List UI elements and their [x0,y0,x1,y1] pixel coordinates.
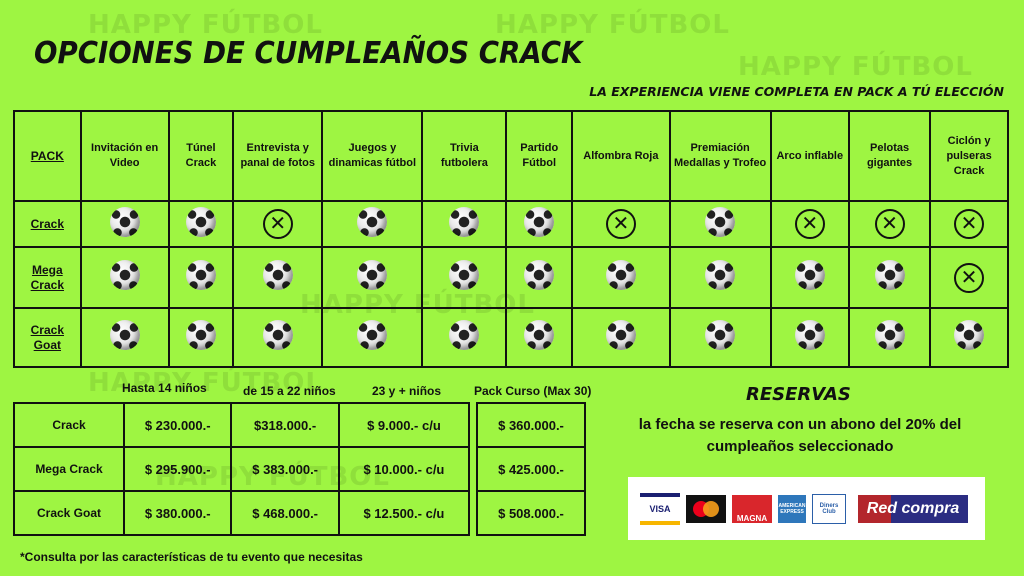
amex-logo: AMERICAN EXPRESS [778,494,806,523]
price-header: de 15 a 22 niños [243,384,336,398]
header-feature: Pelotas gigantes [847,110,932,202]
soccer-ball-icon [605,320,636,350]
soccer-ball-icon [794,260,825,290]
price-cell: $318.000.- [230,402,340,448]
circle-x-icon: ✕ [874,209,905,239]
header-feature: Arco inflable [769,110,850,202]
price-cell: $ 10.000.- c/u [337,446,471,492]
header-feature: Alfombra Roja [571,110,671,202]
soccer-ball-icon [524,206,555,237]
price-cell: $ 360.000.- [476,402,586,448]
price-cell: $ 9.000.- c/u [337,402,471,448]
soccer-ball-icon [357,206,388,237]
payment-methods: VISA MAGNA AMERICAN EXPRESS Diners Club … [628,477,985,540]
price-header: Pack Curso (Max 30) [474,384,592,398]
soccer-ball-icon [357,260,388,290]
pack-name: Mega Crack [13,246,82,309]
circle-x-icon: ✕ [605,209,636,239]
reservas-title: RESERVAS [746,384,851,405]
soccer-ball-icon [185,260,216,290]
magna-logo: MAGNA [732,494,772,523]
header-feature: Premiación Medallas y Trofeo [668,110,772,202]
table-row: Crack Goat [13,307,1009,368]
pack-name: Crack Goat [13,490,125,536]
header-feature: Partido Fútbol [505,110,574,202]
watermark: HAPPY FÚTBOL [738,52,973,82]
features-table: PACK Invitación en Video Túnel Crack Entrev… [13,110,1009,368]
soccer-ball-icon [109,260,140,290]
soccer-ball-icon [109,206,140,237]
watermark: HAPPY FÚTBOL [88,368,323,398]
header-feature: Juegos y dinamicas fútbol [321,110,424,202]
soccer-ball-icon [954,320,985,350]
footnote: *Consulta por las características de tu … [20,550,363,564]
price-cell: $ 383.000.- [230,446,340,492]
table-row: Mega Crack ✕ [13,246,1009,309]
header-feature: Túnel Crack [167,110,235,202]
price-cell: $ 468.000.- [230,490,340,536]
price-header: 23 y + niños [372,384,442,398]
soccer-ball-icon [357,320,388,350]
header-feature: Trivia futbolera [421,110,508,202]
soccer-ball-icon [874,260,905,290]
soccer-ball-icon [874,320,905,350]
table-row: Crack $ 230.000.- $318.000.- $ 9.000.- c/u [13,402,471,448]
subtitle: LA EXPERIENCIA VIENE COMPLETA EN PACK A … [589,84,1004,99]
price-header: Hasta 14 niños [122,381,207,395]
soccer-ball-icon [794,320,825,350]
soccer-ball-icon [605,260,636,290]
price-cell: $ 12.500.- c/u [337,490,471,536]
soccer-ball-icon [449,260,480,290]
diners-logo: Diners Club [812,493,846,524]
soccer-ball-icon [705,320,736,350]
circle-x-icon: ✕ [262,209,293,239]
soccer-ball-icon [705,260,736,290]
table-row: Crack ✕ ✕ ✕ ✕ ✕ [13,200,1009,248]
soccer-ball-icon [449,206,480,237]
page-title: OPCIONES DE CUMPLEAÑOS CRACK [34,36,583,71]
soccer-ball-icon [262,260,293,290]
pack-curso-table: $ 360.000.- $ 425.000.- $ 508.000.- [476,402,586,536]
price-cell: $ 508.000.- [476,490,586,536]
circle-x-icon: ✕ [794,209,825,239]
price-table: Crack $ 230.000.- $318.000.- $ 9.000.- c/u M… [13,402,471,536]
header-feature: Ciclón y pulseras Crack [929,110,1009,202]
table-row: Mega Crack $ 295.900.- $ 383.000.- $ 10.000… [13,446,471,492]
price-cell: $ 295.900.- [122,446,233,492]
watermark: HAPPY FÚTBOL [495,10,730,40]
price-cell: $ 425.000.- [476,446,586,492]
soccer-ball-icon [705,206,736,237]
reservas-text: la fecha se reserva con un abono del 20%… [638,416,962,455]
price-cell: $ 380.000.- [122,490,233,536]
soccer-ball-icon [262,320,293,350]
pack-name: Crack [13,200,82,248]
watermark: HAPPY FÚTBOL [88,10,323,40]
mastercard-logo [686,494,726,523]
price-cell: $ 230.000.- [122,402,233,448]
pack-name: Mega Crack [13,446,125,492]
soccer-ball-icon [524,320,555,350]
soccer-ball-icon [185,206,216,237]
pack-name: Crack Goat [13,307,82,368]
pack-name: Crack [13,402,125,448]
header-feature: Invitación en Video [79,110,170,202]
soccer-ball-icon [449,320,480,350]
soccer-ball-icon [524,260,555,290]
circle-x-icon: ✕ [954,209,985,239]
soccer-ball-icon [185,320,216,350]
header-feature: Entrevista y panal de fotos [232,110,324,202]
visa-logo: VISA [640,492,680,525]
circle-x-icon: ✕ [954,262,985,293]
soccer-ball-icon [109,320,140,350]
redcompra-logo: Red compra [858,494,968,523]
table-row: Crack Goat $ 380.000.- $ 468.000.- $ 12.500… [13,490,471,536]
header-pack: PACK [13,110,82,202]
